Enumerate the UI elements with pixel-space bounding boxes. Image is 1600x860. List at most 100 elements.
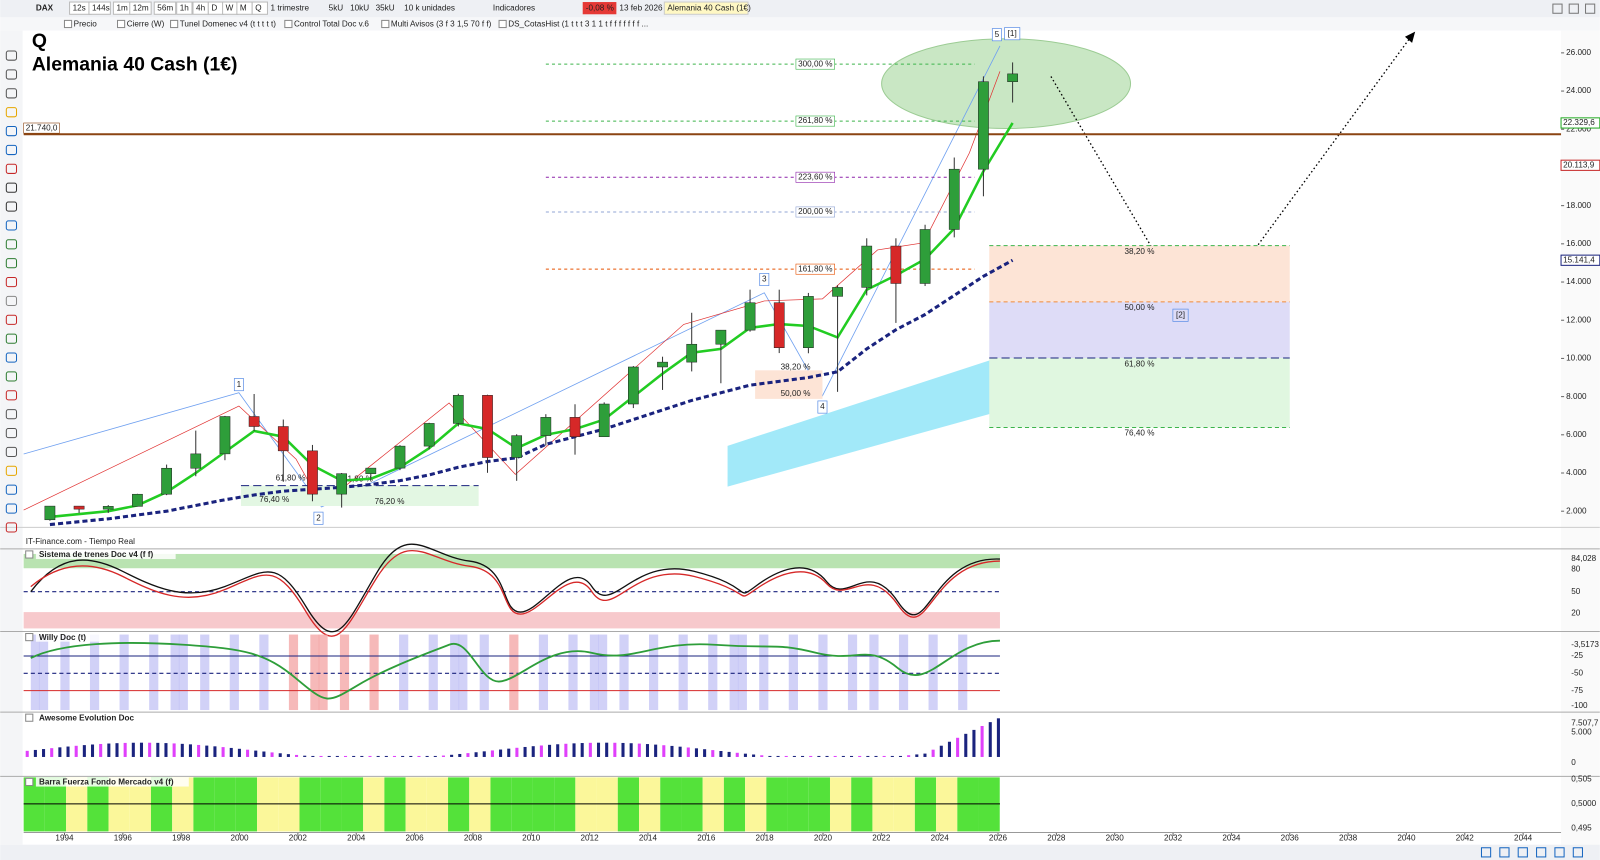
wave-label: 2 — [316, 513, 321, 522]
indicator-check[interactable] — [116, 19, 126, 29]
tool-icon[interactable] — [5, 125, 18, 137]
tool-icon[interactable] — [5, 144, 18, 156]
period-label[interactable]: 12m — [133, 3, 149, 12]
indicators-button[interactable]: Indicadores — [493, 3, 535, 12]
indicator-check[interactable] — [498, 19, 507, 29]
histogram-bar — [833, 755, 837, 757]
period-name[interactable]: 1 trimestre — [271, 3, 310, 12]
period-button[interactable] — [251, 1, 268, 15]
nav-icon[interactable] — [1536, 847, 1547, 858]
window-button[interactable] — [1568, 3, 1579, 14]
candle-body — [307, 450, 318, 495]
period-label[interactable]: 56m — [157, 3, 173, 12]
histogram-bar — [858, 755, 862, 757]
candle-body — [919, 229, 931, 284]
tool-icon[interactable] — [5, 276, 18, 288]
period-label[interactable]: 1h — [180, 3, 189, 12]
histogram-bar — [441, 755, 445, 757]
indicator-check[interactable] — [284, 19, 293, 29]
indicator-name[interactable]: Control Total Doc v.6 — [294, 20, 369, 29]
tool-icon[interactable] — [5, 484, 18, 495]
histogram-bar — [727, 751, 731, 757]
window-button[interactable] — [1585, 3, 1596, 14]
indicator-check[interactable] — [381, 19, 390, 29]
panel-close[interactable] — [25, 713, 34, 722]
histogram-bar — [237, 748, 241, 757]
period-button[interactable] — [129, 1, 152, 15]
period-label[interactable]: 144s — [92, 3, 110, 12]
tool-icon[interactable] — [5, 258, 18, 269]
period-label[interactable]: 12s — [73, 3, 86, 12]
indicator-check[interactable] — [170, 19, 179, 29]
panel-close[interactable] — [25, 550, 34, 559]
period-label[interactable]: 4h — [196, 3, 205, 12]
tool-icon[interactable] — [5, 409, 18, 420]
indicator-check[interactable] — [63, 19, 73, 29]
tool-icon[interactable] — [5, 107, 18, 118]
period-label[interactable]: W — [226, 3, 234, 12]
minor-fib-label: 50,00 % — [781, 389, 811, 398]
tool-icon[interactable] — [5, 427, 18, 439]
signal-bar — [538, 634, 549, 711]
tool-icon[interactable] — [5, 352, 18, 363]
indicator-name[interactable]: Multi Avisos (3 f 3 1,5 70 f f) — [391, 20, 492, 29]
tool-icon[interactable] — [5, 446, 18, 458]
nav-icon[interactable] — [1517, 847, 1528, 858]
indicator-name[interactable]: Cierre (W) — [127, 20, 165, 29]
minor-zone — [240, 485, 479, 507]
tool-icon[interactable] — [5, 371, 18, 382]
panel-close[interactable] — [25, 633, 34, 642]
strength-bar — [745, 777, 767, 832]
tool-icon[interactable] — [5, 390, 18, 401]
tool-icon[interactable] — [5, 295, 18, 307]
histogram-bar — [295, 754, 299, 757]
panel-close[interactable] — [25, 777, 34, 787]
period-button[interactable] — [88, 1, 111, 15]
candle-body — [540, 417, 552, 436]
tool-icon[interactable] — [5, 465, 18, 476]
tool-icon[interactable] — [5, 88, 18, 99]
candle-body — [365, 467, 377, 474]
period-label[interactable]: 1m — [116, 3, 128, 12]
period-button[interactable] — [153, 1, 177, 15]
retracement-label: 76,40 % — [1125, 429, 1155, 438]
tool-icon[interactable] — [5, 522, 18, 533]
unit-button[interactable]: 5kU — [329, 3, 344, 12]
tool-icon[interactable] — [5, 220, 18, 231]
tool-icon[interactable] — [5, 201, 18, 212]
nav-icon[interactable] — [1572, 847, 1583, 858]
signal-bar — [729, 634, 739, 711]
period-label[interactable]: Q — [255, 3, 261, 12]
unit-button[interactable]: 35kU — [376, 3, 395, 12]
tool-icon[interactable] — [5, 314, 18, 325]
histogram-bar — [188, 744, 192, 757]
units-name[interactable]: 10 k unidades — [404, 3, 455, 12]
panel-tick-label: 0,495 — [1571, 824, 1592, 833]
tool-icon[interactable] — [5, 69, 18, 80]
tool-icon[interactable] — [5, 503, 18, 514]
indicator-name[interactable]: Tunel Domenec v4 (t t t t t) — [180, 20, 277, 29]
period-button[interactable] — [176, 1, 193, 15]
indicator-name[interactable]: Precio — [74, 20, 98, 29]
period-label[interactable]: M — [240, 3, 247, 12]
wave-box — [233, 378, 244, 392]
strength-bar — [448, 777, 470, 832]
x-tick-label: 2026 — [989, 834, 1008, 843]
unit-button[interactable]: 10kU — [350, 3, 369, 12]
tool-icon[interactable] — [5, 333, 18, 344]
window-button[interactable] — [1552, 3, 1563, 14]
signal-bar — [38, 634, 49, 711]
tool-icon[interactable] — [5, 50, 18, 61]
indicator-toolbar — [0, 17, 1600, 31]
strength-bar — [787, 777, 809, 832]
nav-icon[interactable] — [1499, 847, 1510, 858]
tool-icon[interactable] — [5, 239, 18, 250]
tool-icon[interactable] — [5, 163, 18, 174]
indicator-name[interactable]: DS_CotasHist (1 t t t 3 1 1 t f f f f f … — [508, 20, 648, 29]
tool-icon[interactable] — [5, 182, 18, 193]
nav-icon[interactable] — [1480, 847, 1492, 858]
x-tick-label: 2000 — [230, 834, 249, 843]
period-label[interactable]: D — [211, 3, 217, 12]
nav-icon[interactable] — [1554, 847, 1565, 858]
minor-zone — [755, 370, 823, 399]
